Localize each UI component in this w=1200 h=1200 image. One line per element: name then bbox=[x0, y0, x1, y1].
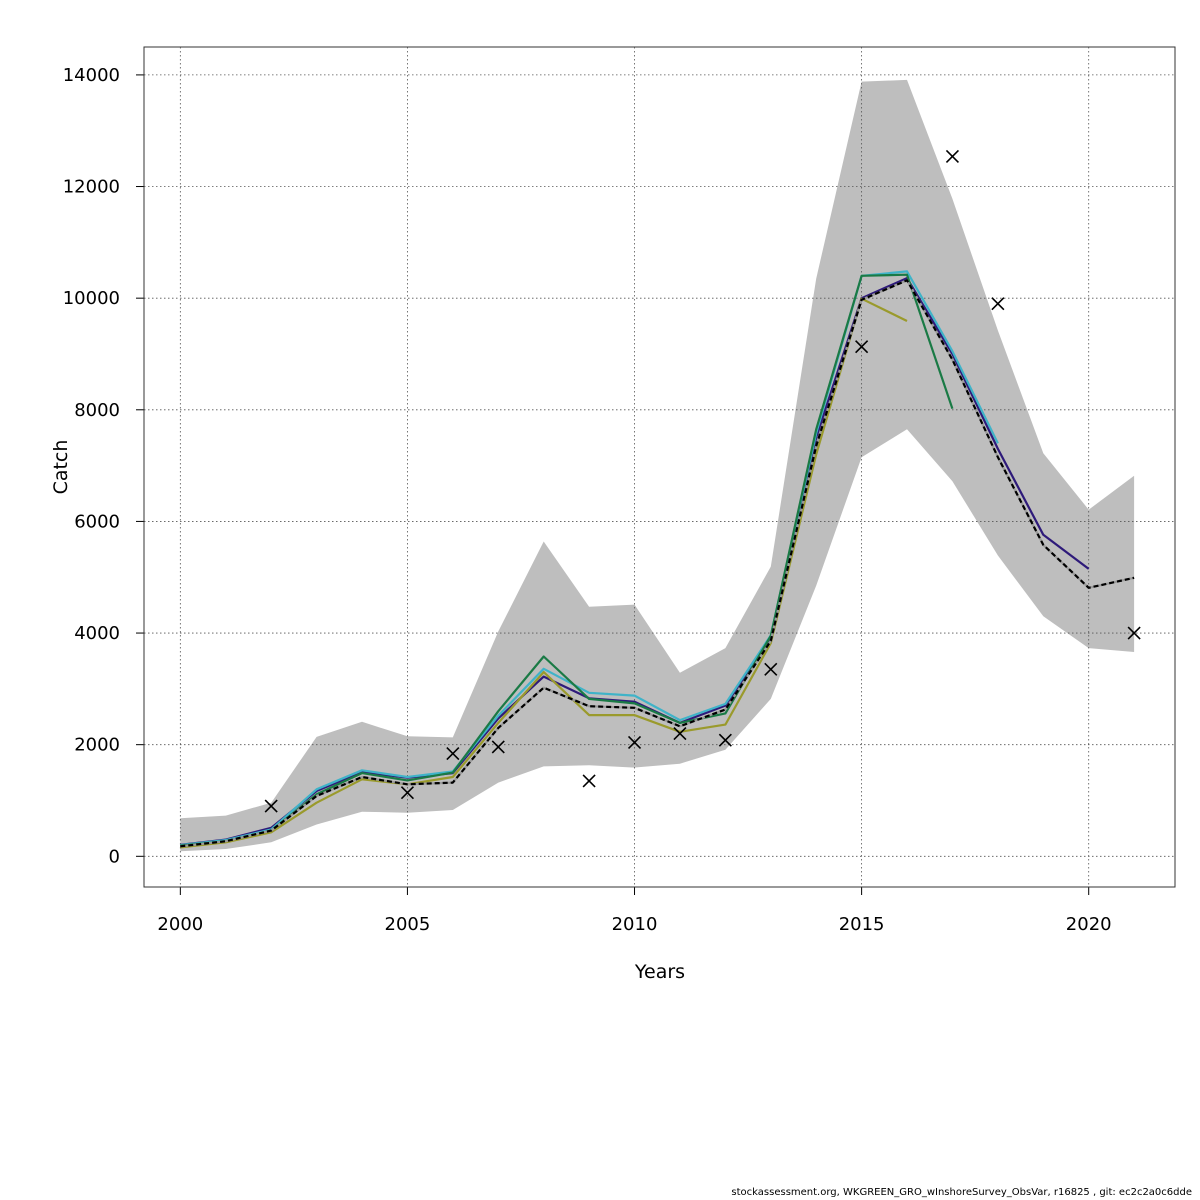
observation-point bbox=[718, 733, 732, 747]
x-tick-label: 2000 bbox=[157, 914, 203, 935]
y-tick-label: 2000 bbox=[74, 735, 120, 756]
observation-point bbox=[673, 726, 687, 741]
observation-point bbox=[764, 662, 778, 676]
y-tick-label: 6000 bbox=[74, 511, 120, 532]
y-tick-label: 10000 bbox=[63, 288, 120, 309]
x-axis-title: Years bbox=[634, 961, 685, 983]
observation-point bbox=[264, 799, 278, 813]
footer-credit: stockassessment.org, WKGREEN_GRO_wInshor… bbox=[731, 1187, 1192, 1198]
observation-point bbox=[991, 297, 1005, 311]
y-tick-label: 4000 bbox=[74, 623, 120, 644]
y-tick-label: 8000 bbox=[74, 400, 120, 421]
observation-point bbox=[627, 735, 642, 750]
observation-layer bbox=[264, 149, 1141, 813]
y-tick-label: 12000 bbox=[63, 177, 120, 198]
x-tick-label: 2020 bbox=[1066, 914, 1112, 935]
series-layer bbox=[180, 270, 1135, 849]
observation-point bbox=[400, 786, 414, 800]
x-tick-label: 2005 bbox=[385, 914, 431, 935]
y-tick-label: 0 bbox=[109, 846, 120, 867]
series-line-2 bbox=[180, 273, 954, 847]
observation-point bbox=[1127, 626, 1141, 640]
observation-point bbox=[491, 740, 505, 754]
y-tick-label: 14000 bbox=[63, 65, 120, 86]
y-axis-title: Catch bbox=[50, 440, 72, 495]
observation-point bbox=[945, 149, 960, 163]
series-line-4 bbox=[180, 279, 1135, 848]
series-line-0 bbox=[180, 277, 1090, 846]
grid-layer bbox=[144, 47, 1175, 887]
x-tick-label: 2010 bbox=[612, 914, 658, 935]
observation-point bbox=[582, 774, 596, 788]
observation-point bbox=[855, 340, 869, 354]
plot-frame bbox=[143, 46, 1176, 888]
confidence-band-layer bbox=[180, 79, 1135, 852]
axis-layer: 2000 2005 2010 2015 2020 0 2000 4000 6000 8000 100… bbox=[63, 65, 1112, 935]
x-tick-label: 2015 bbox=[839, 914, 885, 935]
confidence-band bbox=[180, 79, 1135, 852]
observation-point bbox=[446, 747, 460, 761]
